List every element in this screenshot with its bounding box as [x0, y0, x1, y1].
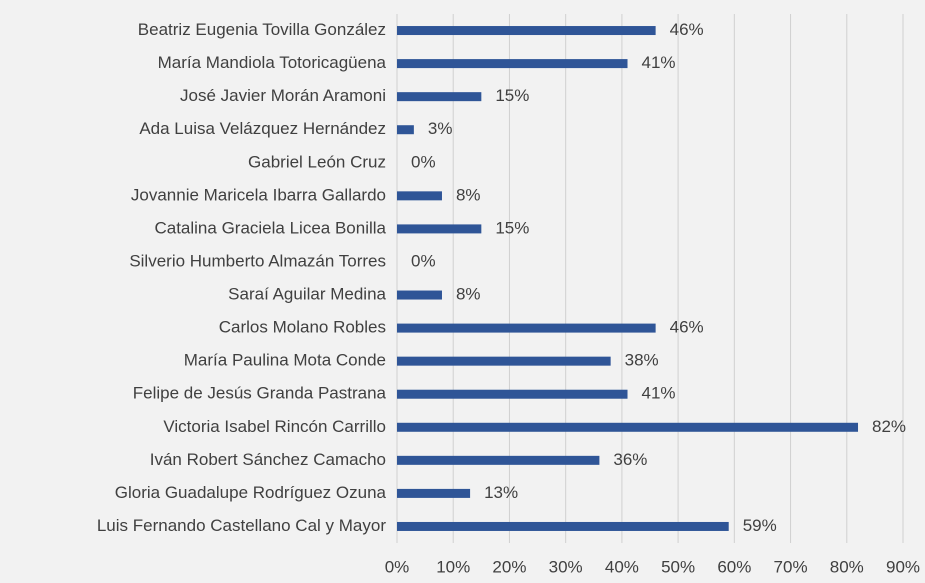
y-tick-label: Beatriz Eugenia Tovilla González [138, 20, 386, 39]
y-tick-label: Jovannie Maricela Ibarra Gallardo [131, 185, 386, 204]
x-tick-label: 0% [385, 557, 410, 576]
y-tick-label: María Mandiola Totoricagüena [158, 53, 387, 72]
data-label: 0% [411, 251, 436, 270]
data-label: 41% [642, 384, 676, 403]
data-label: 59% [743, 516, 777, 535]
data-label: 13% [484, 483, 518, 502]
data-label: 8% [456, 185, 481, 204]
y-tick-label: Gabriel León Cruz [248, 152, 386, 171]
data-label: 8% [456, 285, 481, 304]
y-tick-label: Victoria Isabel Rincón Carrillo [163, 417, 386, 436]
bar [397, 422, 859, 432]
x-tick-label: 60% [717, 557, 751, 576]
y-tick-label: Gloria Guadalupe Rodríguez Ozuna [115, 483, 387, 502]
y-tick-label: Ada Luisa Velázquez Hernández [139, 119, 386, 138]
data-label: 15% [495, 218, 529, 237]
x-tick-label: 30% [549, 557, 583, 576]
bar [397, 191, 442, 201]
data-label: 0% [411, 152, 436, 171]
y-tick-label: Saraí Aguilar Medina [228, 285, 386, 304]
x-tick-label: 90% [886, 557, 920, 576]
bar [397, 521, 729, 531]
x-tick-label: 40% [605, 557, 639, 576]
y-tick-label: Iván Robert Sánchez Camacho [150, 450, 386, 469]
x-tick-label: 80% [830, 557, 864, 576]
bar [397, 455, 600, 465]
bar [397, 389, 628, 399]
bar [397, 92, 482, 102]
x-tick-label: 10% [436, 557, 470, 576]
data-label: 3% [428, 119, 453, 138]
y-tick-label: Felipe de Jesús Granda Pastrana [133, 384, 387, 403]
bar [397, 290, 442, 300]
y-tick-label: María Paulina Mota Conde [184, 351, 386, 370]
x-tick-label: 20% [492, 557, 526, 576]
data-label: 41% [642, 53, 676, 72]
y-tick-label: José Javier Morán Aramoni [180, 86, 386, 105]
bar [397, 59, 628, 69]
data-label: 46% [670, 318, 704, 337]
data-label: 15% [495, 86, 529, 105]
x-tick-label: 70% [774, 557, 808, 576]
y-tick-label: Luis Fernando Castellano Cal y Mayor [97, 516, 386, 535]
bar [397, 356, 611, 366]
data-label: 38% [625, 351, 659, 370]
bar [397, 125, 414, 135]
data-label: 82% [872, 417, 906, 436]
bar [397, 488, 471, 498]
y-tick-label: Catalina Graciela Licea Bonilla [154, 218, 386, 237]
data-label: 46% [670, 20, 704, 39]
bar [397, 224, 482, 234]
bar [397, 323, 656, 333]
data-label: 36% [613, 450, 647, 469]
y-tick-label: Carlos Molano Robles [219, 318, 386, 337]
x-tick-label: 50% [661, 557, 695, 576]
y-tick-label: Silverio Humberto Almazán Torres [129, 251, 386, 270]
bar [397, 26, 656, 36]
